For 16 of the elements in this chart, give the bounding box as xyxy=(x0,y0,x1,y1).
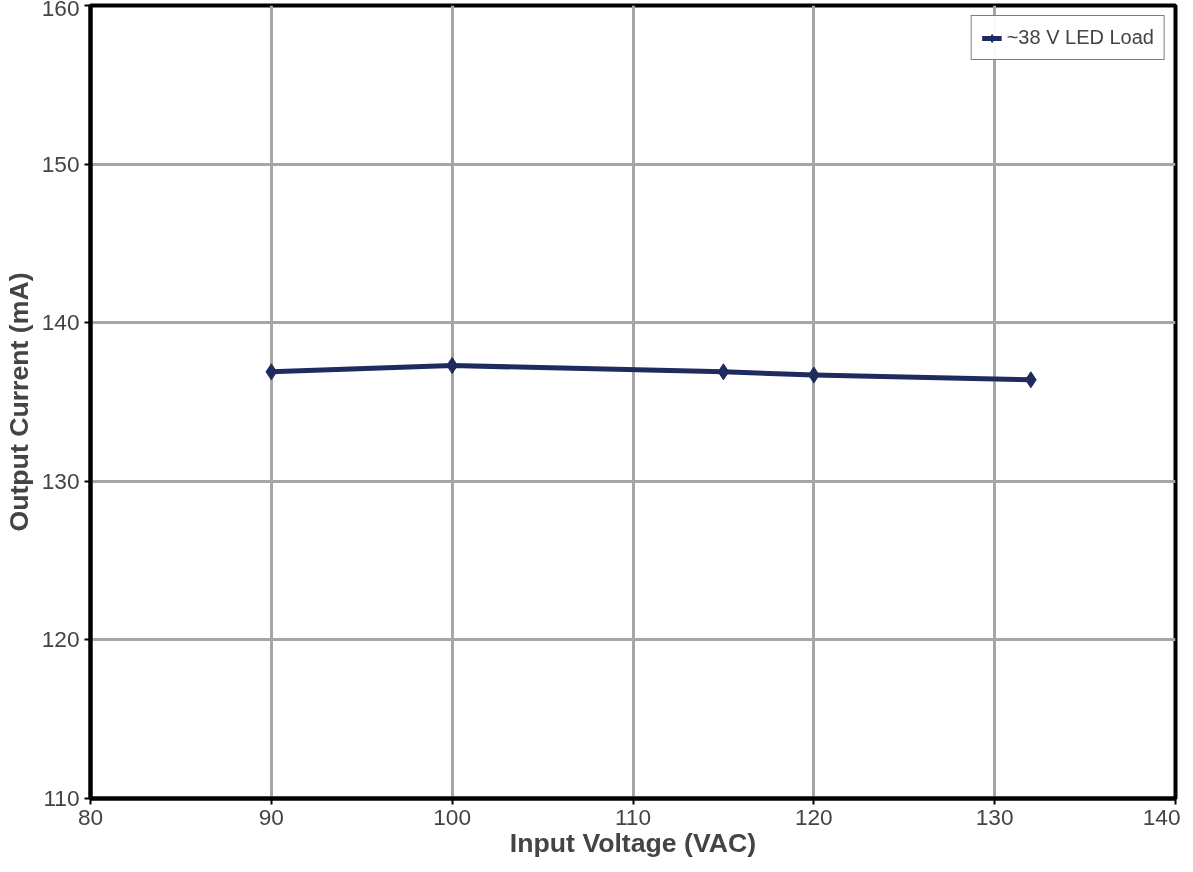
x-tick-label: 110 xyxy=(614,803,652,830)
y-tick-label: 110 xyxy=(43,785,80,811)
legend-label: ~38 V LED Load xyxy=(1006,26,1154,49)
y-tick-label: 120 xyxy=(41,626,80,653)
x-axis-title: Input Voltage (VAC) xyxy=(509,827,757,858)
y-tick-label: 140 xyxy=(41,309,80,336)
x-tick-label: 80 xyxy=(77,803,104,830)
y-tick-label: 150 xyxy=(41,150,80,177)
x-tick-label: 120 xyxy=(794,803,833,830)
x-tick-label: 90 xyxy=(258,803,284,830)
x-tick-label: 130 xyxy=(975,803,1014,830)
y-tick-label: 130 xyxy=(41,467,80,494)
y-tick-label: 160 xyxy=(41,0,80,21)
x-tick-label: 140 xyxy=(1142,803,1181,830)
y-axis-title: Output Current (mA) xyxy=(3,272,34,532)
x-tick-label: 100 xyxy=(433,803,472,830)
